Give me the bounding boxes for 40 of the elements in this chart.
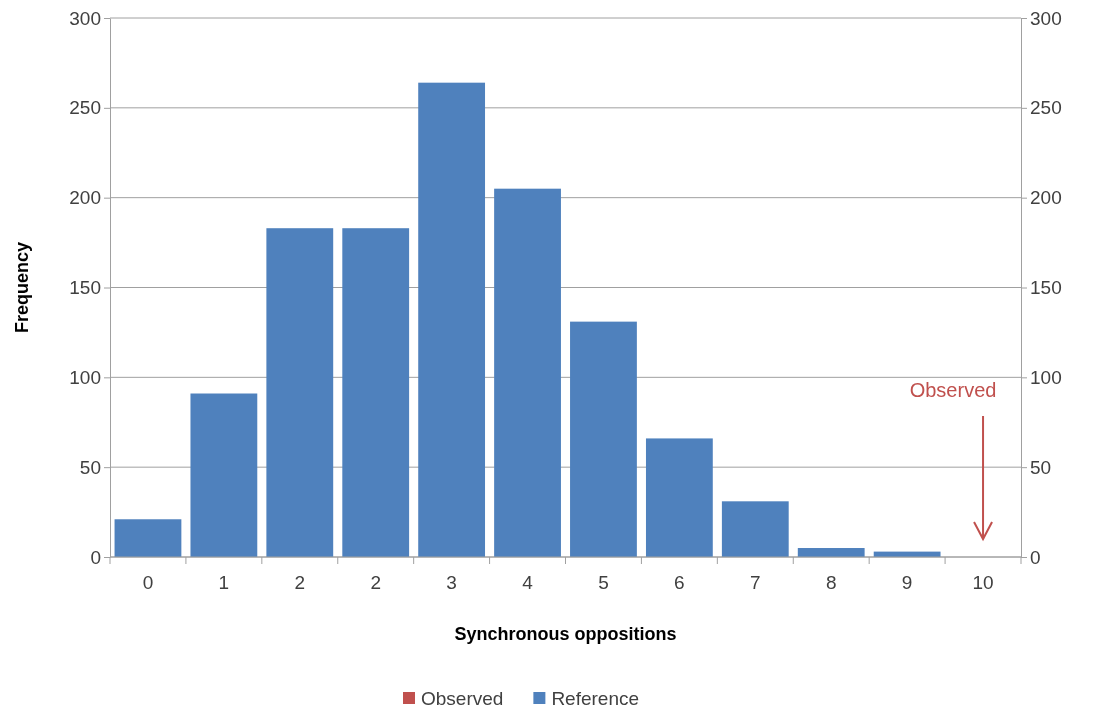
- y-tick-label: 0: [90, 546, 101, 568]
- x-tick-label: 2: [370, 572, 381, 593]
- y-tick-label: 300: [69, 7, 101, 29]
- y2-tick-label: 0: [1030, 546, 1041, 568]
- bar: [721, 501, 789, 557]
- bar: [494, 188, 561, 557]
- x-tick-label: 6: [674, 572, 685, 593]
- y-tick-label: 150: [69, 277, 101, 299]
- y-tick-label: 250: [69, 97, 101, 119]
- y2-tick-label: 150: [1030, 277, 1062, 299]
- y-tick-label: 200: [69, 187, 101, 209]
- y2-tick-label: 300: [1030, 7, 1062, 29]
- legend-label: Reference: [551, 688, 640, 709]
- x-tick-label: 5: [598, 572, 609, 593]
- x-tick-label: 10: [972, 572, 994, 593]
- x-tick-label: 3: [446, 572, 457, 593]
- x-tick-label: 7: [750, 572, 761, 593]
- y2-tick-label: 200: [1030, 187, 1062, 209]
- y2-tick-label: 100: [1030, 366, 1062, 388]
- x-tick-label: 9: [901, 572, 913, 593]
- x-tick-label: 4: [522, 572, 534, 593]
- bar: [114, 519, 182, 557]
- x-tick-label: 8: [825, 572, 837, 593]
- legend-label: Observed: [421, 688, 504, 709]
- bar: [570, 321, 637, 557]
- x-axis-title: Synchronous oppositions: [454, 624, 677, 644]
- bar: [418, 82, 486, 557]
- x-tick-label: 0: [142, 572, 154, 593]
- y-axis-title: Frequency: [12, 241, 32, 334]
- annotation: Observed: [909, 379, 997, 401]
- bar: [190, 393, 258, 557]
- y-tick-label: 100: [69, 366, 101, 388]
- x-tick-label: 2: [294, 572, 306, 593]
- x-tick-label: 1: [218, 572, 230, 593]
- bar: [266, 228, 334, 557]
- y-tick-label: 50: [79, 456, 101, 478]
- bar: [645, 438, 713, 557]
- bar: [342, 228, 410, 557]
- y2-tick-label: 50: [1030, 456, 1052, 478]
- y2-tick-label: 250: [1030, 97, 1062, 119]
